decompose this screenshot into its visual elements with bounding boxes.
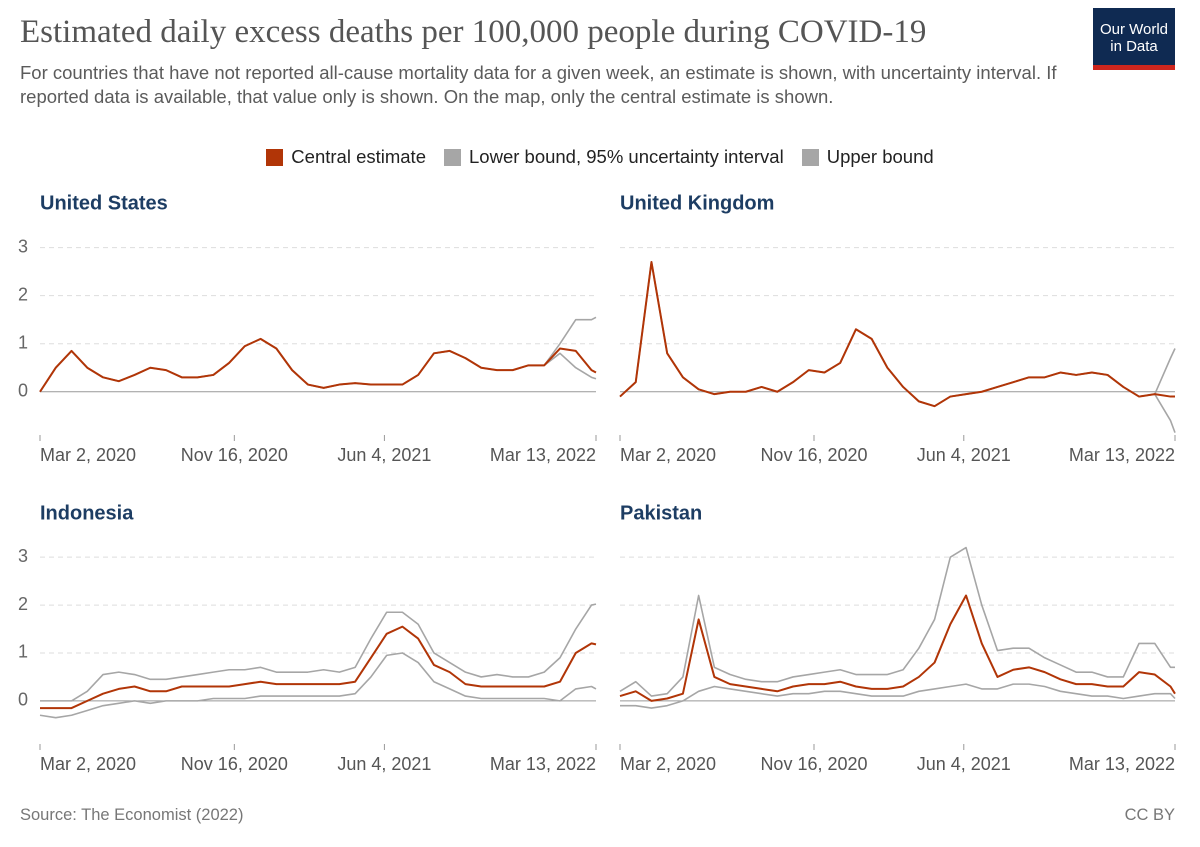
legend-swatch — [444, 148, 461, 166]
series-line — [40, 625, 597, 710]
series-line — [619, 261, 1175, 408]
y-tick-label: 2 — [18, 594, 28, 614]
legend-swatch — [801, 148, 819, 166]
legend-item[interactable]: Lower bound, 95% uncertainty interval — [444, 146, 784, 168]
series-line — [619, 261, 1176, 407]
legend: Central estimate Lower bound, 95% uncerta… — [0, 146, 1200, 168]
series-line — [620, 683, 1176, 709]
series-line — [619, 261, 1176, 433]
series-line — [39, 337, 597, 393]
x-tick-label: Nov 16, 2020 — [181, 754, 288, 774]
x-tick-label: Nov 16, 2020 — [760, 754, 867, 774]
y-tick-label: 2 — [18, 284, 28, 304]
panel-title: Pakistan — [620, 502, 702, 524]
series-line — [39, 338, 597, 393]
y-tick-label: 3 — [18, 236, 28, 256]
series-line — [619, 546, 1175, 697]
series-line — [619, 594, 1176, 702]
series-line — [40, 603, 597, 702]
x-tick-label: Nov 16, 2020 — [181, 445, 288, 465]
x-tick-label: Mar 13, 2022 — [1069, 445, 1175, 465]
legend-item[interactable]: Upper bound — [801, 146, 934, 168]
chart-title: Estimated daily excess deaths per 100,00… — [20, 14, 927, 50]
y-tick-label: 1 — [18, 332, 28, 352]
x-tick-label: Nov 16, 2020 — [760, 445, 867, 465]
x-tick-label: Jun 4, 2021 — [917, 754, 1011, 774]
x-tick-label: Mar 2, 2020 — [620, 754, 716, 774]
x-tick-label: Jun 4, 2021 — [337, 754, 431, 774]
x-tick-label: Jun 4, 2021 — [917, 445, 1011, 465]
legend-item[interactable]: Central estimate — [266, 146, 426, 168]
x-tick-label: Mar 2, 2020 — [620, 445, 716, 465]
x-tick-label: Mar 13, 2022 — [490, 754, 596, 774]
x-tick-label: Jun 4, 2021 — [337, 445, 431, 465]
logo-line: Our World — [1099, 21, 1169, 38]
legend-label: Upper bound — [826, 146, 934, 167]
chart: United States 0 1 2 3 Mar 2, 2020 Nov 16, 2020… — [18, 192, 1176, 774]
panel-title: Indonesia — [40, 502, 134, 524]
license[interactable]: CC BY — [1124, 806, 1175, 824]
y-tick-label: 3 — [18, 546, 28, 566]
logo[interactable]: Our World in Data — [1093, 8, 1175, 70]
x-tick-label: Mar 13, 2022 — [1069, 754, 1175, 774]
chart-subtitle: For countries that have not reported all… — [20, 62, 1057, 107]
y-tick-label: 0 — [18, 690, 28, 710]
series-line — [39, 652, 597, 719]
legend-label: Central estimate — [291, 146, 426, 167]
x-tick-label: Mar 2, 2020 — [40, 754, 136, 774]
x-tick-label: Mar 2, 2020 — [40, 445, 136, 465]
panel-title: United Kingdom — [620, 192, 774, 214]
logo-line: in Data — [1110, 38, 1158, 55]
panel-title: United States — [40, 192, 168, 214]
y-tick-label: 1 — [18, 642, 28, 662]
legend-swatch — [266, 148, 284, 166]
series-line — [39, 316, 597, 393]
x-tick-label: Mar 13, 2022 — [490, 445, 596, 465]
legend-label: Lower bound, 95% uncertainty interval — [469, 146, 784, 167]
source: Source: The Economist (2022) — [20, 806, 244, 824]
y-tick-label: 0 — [18, 381, 28, 401]
